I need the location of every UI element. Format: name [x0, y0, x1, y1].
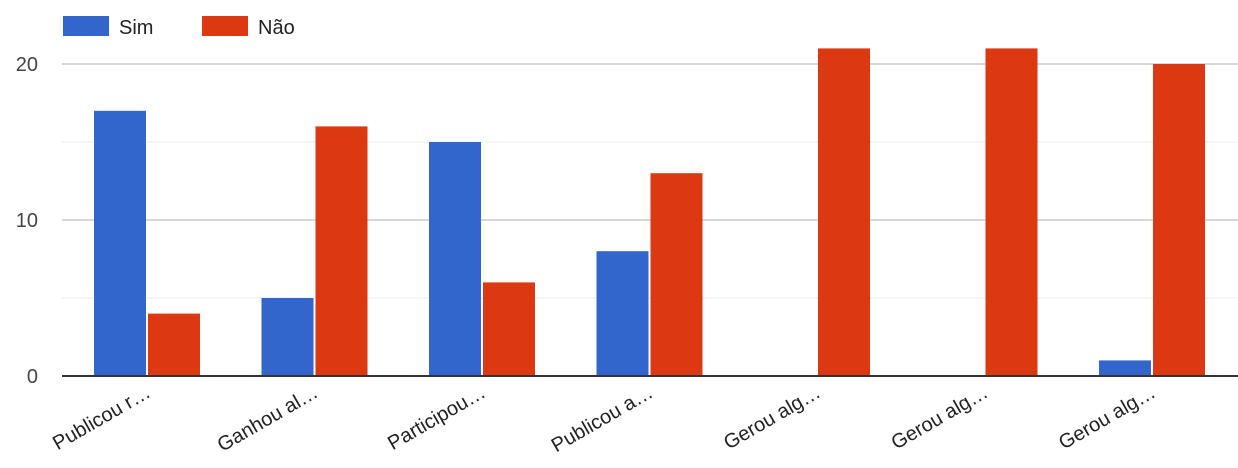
legend-swatch-sim[interactable]: [63, 16, 109, 36]
y-tick-label: 10: [16, 210, 38, 232]
gridlines: [62, 63, 1238, 299]
bar-sim[interactable]: [596, 251, 649, 376]
y-tick-label: 20: [16, 54, 38, 76]
bar-nao[interactable]: [315, 126, 368, 377]
bar-sim[interactable]: [429, 142, 481, 376]
legend-label-nao[interactable]: Não: [258, 17, 295, 39]
bar-nao[interactable]: [483, 282, 535, 376]
bar-nao[interactable]: [818, 48, 870, 377]
y-axis-ticks: 0 10 20: [16, 54, 38, 388]
x-category-label: Publicou a…: [548, 381, 657, 457]
x-category-label: Gerou alg…: [1055, 381, 1159, 454]
bar-sim[interactable]: [1099, 360, 1151, 376]
legend-label-sim[interactable]: Sim: [119, 17, 153, 39]
x-axis-labels: Publicou r… Ganhou al… Participou… Publicou…: [49, 381, 1159, 457]
bar-nao[interactable]: [148, 313, 200, 376]
y-tick-label: 0: [27, 366, 38, 388]
x-category-label: Gerou alg…: [720, 381, 824, 454]
x-category-label: Publicou r…: [49, 381, 154, 455]
x-category-label: Gerou alg…: [888, 381, 992, 454]
x-category-label: Participou…: [384, 381, 489, 455]
x-category-label: Ganhou al…: [214, 381, 322, 456]
bar-nao[interactable]: [985, 48, 1038, 377]
bar-sim[interactable]: [261, 298, 314, 376]
bar-nao[interactable]: [650, 173, 703, 376]
bar-sim[interactable]: [94, 110, 146, 377]
bars: [94, 48, 1205, 377]
legend-swatch-nao[interactable]: [202, 16, 248, 36]
bar-nao[interactable]: [1153, 64, 1205, 376]
legend: Sim Não: [63, 16, 295, 39]
